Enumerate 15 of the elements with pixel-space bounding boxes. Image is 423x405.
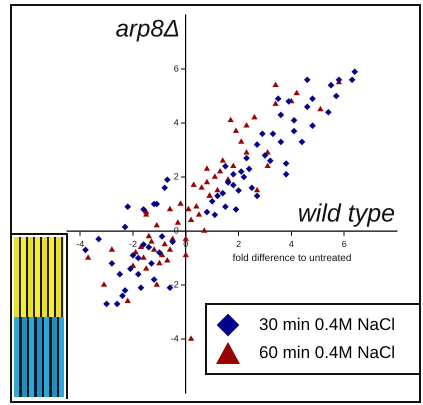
y-tick-label: 4 (174, 117, 179, 128)
legend-label: 60 min 0.4M NaCl (259, 343, 396, 363)
x-tick-label: -4 (76, 238, 84, 249)
x-axis-title: wild type (298, 199, 395, 228)
y-axis-title: arp8Δ (116, 16, 180, 43)
x-tick-label: 2 (236, 238, 242, 249)
y-tick-label: -4 (170, 333, 179, 344)
y-tick-label: 2 (174, 171, 179, 182)
annotation: fold difference to untreated (232, 252, 352, 264)
x-tick-label: 6 (342, 238, 347, 249)
legend-label: 30 min 0.4M NaCl (259, 315, 396, 335)
y-tick-label: 6 (174, 63, 179, 74)
y-tick-label: -2 (170, 279, 179, 290)
x-tick-label: 4 (288, 238, 294, 249)
x-tick-label: -2 (128, 238, 138, 249)
